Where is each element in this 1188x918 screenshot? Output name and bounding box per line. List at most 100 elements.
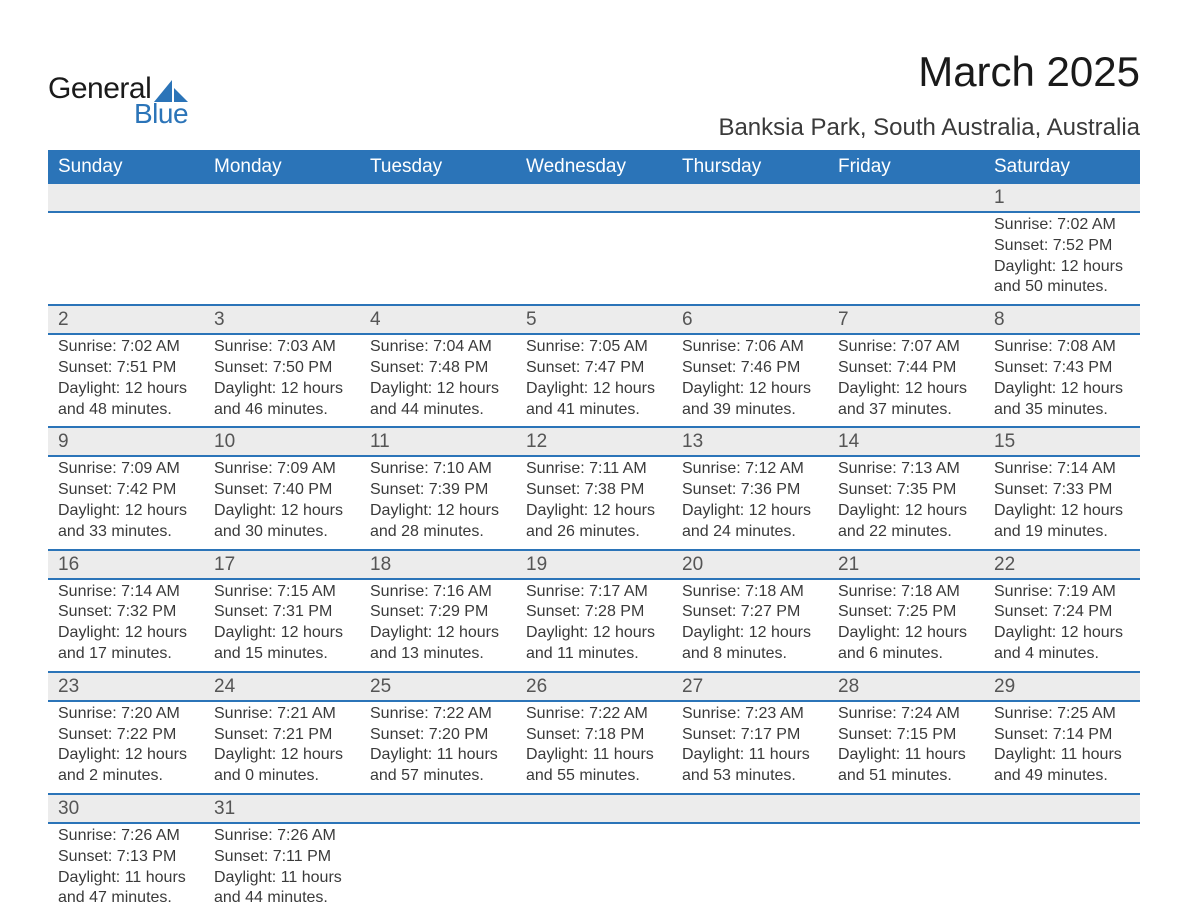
day-data-cell: Sunrise: 7:24 AMSunset: 7:15 PMDaylight:… bbox=[828, 701, 984, 794]
day-data-cell: Sunrise: 7:18 AMSunset: 7:27 PMDaylight:… bbox=[672, 579, 828, 672]
day-number-cell: 3 bbox=[204, 305, 360, 334]
col-friday: Friday bbox=[828, 150, 984, 184]
day-details: Sunrise: 7:09 AMSunset: 7:40 PMDaylight:… bbox=[204, 457, 360, 548]
day-number-cell: 24 bbox=[204, 672, 360, 701]
day-number: 18 bbox=[360, 551, 516, 578]
day-details: Sunrise: 7:13 AMSunset: 7:35 PMDaylight:… bbox=[828, 457, 984, 548]
day-details: Sunrise: 7:11 AMSunset: 7:38 PMDaylight:… bbox=[516, 457, 672, 548]
day-details: Sunrise: 7:17 AMSunset: 7:28 PMDaylight:… bbox=[516, 580, 672, 671]
day-number-cell: 15 bbox=[984, 427, 1140, 456]
day-details: Sunrise: 7:23 AMSunset: 7:17 PMDaylight:… bbox=[672, 702, 828, 793]
day-number: 13 bbox=[672, 428, 828, 455]
day-data-cell: Sunrise: 7:10 AMSunset: 7:39 PMDaylight:… bbox=[360, 456, 516, 549]
day-details: Sunrise: 7:18 AMSunset: 7:25 PMDaylight:… bbox=[828, 580, 984, 671]
day-details: Sunrise: 7:20 AMSunset: 7:22 PMDaylight:… bbox=[48, 702, 204, 793]
day-details: Sunrise: 7:06 AMSunset: 7:46 PMDaylight:… bbox=[672, 335, 828, 426]
week-daynum-row: 2345678 bbox=[48, 305, 1140, 334]
week-data-row: Sunrise: 7:14 AMSunset: 7:32 PMDaylight:… bbox=[48, 579, 1140, 672]
day-data-cell: Sunrise: 7:07 AMSunset: 7:44 PMDaylight:… bbox=[828, 334, 984, 427]
day-number-cell: 19 bbox=[516, 550, 672, 579]
day-number-cell bbox=[360, 794, 516, 823]
day-number-cell: 28 bbox=[828, 672, 984, 701]
week-daynum-row: 16171819202122 bbox=[48, 550, 1140, 579]
day-number: 25 bbox=[360, 673, 516, 700]
day-number: 23 bbox=[48, 673, 204, 700]
day-details: Sunrise: 7:22 AMSunset: 7:20 PMDaylight:… bbox=[360, 702, 516, 793]
week-daynum-row: 23242526272829 bbox=[48, 672, 1140, 701]
day-number: 14 bbox=[828, 428, 984, 455]
day-number-cell bbox=[828, 794, 984, 823]
day-details: Sunrise: 7:08 AMSunset: 7:43 PMDaylight:… bbox=[984, 335, 1140, 426]
day-number-cell: 7 bbox=[828, 305, 984, 334]
day-data-cell: Sunrise: 7:23 AMSunset: 7:17 PMDaylight:… bbox=[672, 701, 828, 794]
week-daynum-row: 1 bbox=[48, 184, 1140, 212]
page-title: March 2025 bbox=[718, 48, 1140, 96]
day-details: Sunrise: 7:16 AMSunset: 7:29 PMDaylight:… bbox=[360, 580, 516, 671]
day-number: 27 bbox=[672, 673, 828, 700]
col-monday: Monday bbox=[204, 150, 360, 184]
day-number: 20 bbox=[672, 551, 828, 578]
day-number: 12 bbox=[516, 428, 672, 455]
day-data-cell: Sunrise: 7:02 AMSunset: 7:51 PMDaylight:… bbox=[48, 334, 204, 427]
day-data-cell: Sunrise: 7:09 AMSunset: 7:42 PMDaylight:… bbox=[48, 456, 204, 549]
day-data-cell: Sunrise: 7:16 AMSunset: 7:29 PMDaylight:… bbox=[360, 579, 516, 672]
day-number-cell: 10 bbox=[204, 427, 360, 456]
day-number: 8 bbox=[984, 306, 1140, 333]
day-data-cell: Sunrise: 7:26 AMSunset: 7:11 PMDaylight:… bbox=[204, 823, 360, 915]
day-number-cell: 4 bbox=[360, 305, 516, 334]
week-data-row: Sunrise: 7:02 AMSunset: 7:51 PMDaylight:… bbox=[48, 334, 1140, 427]
day-data-cell: Sunrise: 7:21 AMSunset: 7:21 PMDaylight:… bbox=[204, 701, 360, 794]
day-number: 4 bbox=[360, 306, 516, 333]
day-data-cell bbox=[672, 823, 828, 915]
day-data-cell: Sunrise: 7:19 AMSunset: 7:24 PMDaylight:… bbox=[984, 579, 1140, 672]
day-data-cell bbox=[516, 823, 672, 915]
col-saturday: Saturday bbox=[984, 150, 1140, 184]
day-data-cell: Sunrise: 7:22 AMSunset: 7:18 PMDaylight:… bbox=[516, 701, 672, 794]
day-data-cell: Sunrise: 7:25 AMSunset: 7:14 PMDaylight:… bbox=[984, 701, 1140, 794]
col-thursday: Thursday bbox=[672, 150, 828, 184]
day-number: 1 bbox=[984, 184, 1140, 211]
day-details: Sunrise: 7:19 AMSunset: 7:24 PMDaylight:… bbox=[984, 580, 1140, 671]
day-number: 19 bbox=[516, 551, 672, 578]
day-data-cell: Sunrise: 7:17 AMSunset: 7:28 PMDaylight:… bbox=[516, 579, 672, 672]
day-details: Sunrise: 7:05 AMSunset: 7:47 PMDaylight:… bbox=[516, 335, 672, 426]
day-number-cell: 31 bbox=[204, 794, 360, 823]
logo-text-bottom: Blue bbox=[134, 98, 188, 130]
week-data-row: Sunrise: 7:20 AMSunset: 7:22 PMDaylight:… bbox=[48, 701, 1140, 794]
day-number: 2 bbox=[48, 306, 204, 333]
day-number-cell: 11 bbox=[360, 427, 516, 456]
day-data-cell: Sunrise: 7:13 AMSunset: 7:35 PMDaylight:… bbox=[828, 456, 984, 549]
day-data-cell: Sunrise: 7:14 AMSunset: 7:32 PMDaylight:… bbox=[48, 579, 204, 672]
day-number-cell: 29 bbox=[984, 672, 1140, 701]
day-number: 28 bbox=[828, 673, 984, 700]
day-number: 21 bbox=[828, 551, 984, 578]
day-number-cell: 9 bbox=[48, 427, 204, 456]
day-data-cell: Sunrise: 7:18 AMSunset: 7:25 PMDaylight:… bbox=[828, 579, 984, 672]
day-number: 15 bbox=[984, 428, 1140, 455]
day-number: 3 bbox=[204, 306, 360, 333]
day-details: Sunrise: 7:14 AMSunset: 7:32 PMDaylight:… bbox=[48, 580, 204, 671]
day-data-cell: Sunrise: 7:04 AMSunset: 7:48 PMDaylight:… bbox=[360, 334, 516, 427]
day-data-cell bbox=[204, 212, 360, 305]
day-number-cell bbox=[204, 184, 360, 212]
day-number: 5 bbox=[516, 306, 672, 333]
day-details: Sunrise: 7:14 AMSunset: 7:33 PMDaylight:… bbox=[984, 457, 1140, 548]
day-number-cell: 13 bbox=[672, 427, 828, 456]
day-data-cell: Sunrise: 7:06 AMSunset: 7:46 PMDaylight:… bbox=[672, 334, 828, 427]
day-details: Sunrise: 7:02 AMSunset: 7:52 PMDaylight:… bbox=[984, 213, 1140, 304]
day-data-cell bbox=[984, 823, 1140, 915]
day-number: 6 bbox=[672, 306, 828, 333]
day-number-cell bbox=[516, 184, 672, 212]
day-number-cell bbox=[360, 184, 516, 212]
day-data-cell bbox=[672, 212, 828, 305]
day-number-cell bbox=[984, 794, 1140, 823]
day-number-cell: 8 bbox=[984, 305, 1140, 334]
day-number-cell: 12 bbox=[516, 427, 672, 456]
day-data-cell bbox=[360, 212, 516, 305]
week-daynum-row: 3031 bbox=[48, 794, 1140, 823]
day-number-cell: 23 bbox=[48, 672, 204, 701]
day-number-cell bbox=[672, 794, 828, 823]
day-number: 22 bbox=[984, 551, 1140, 578]
day-number-cell: 30 bbox=[48, 794, 204, 823]
day-data-cell: Sunrise: 7:14 AMSunset: 7:33 PMDaylight:… bbox=[984, 456, 1140, 549]
